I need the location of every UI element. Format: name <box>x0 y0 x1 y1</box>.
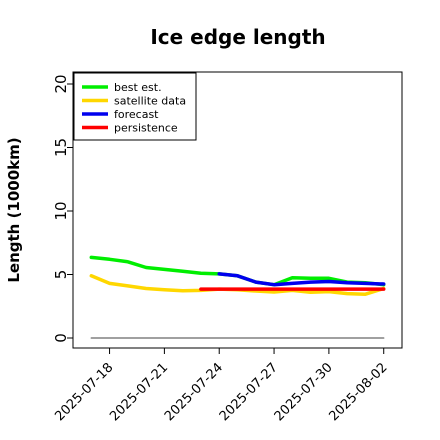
legend-entry-label: forecast <box>114 108 159 121</box>
legend: best est.satellite dataforecastpersisten… <box>73 72 197 141</box>
x-tick-label: 2025-08-02 <box>327 360 391 424</box>
legend-entry-label: satellite data <box>114 95 186 108</box>
y-axis-label: Length (1000km) <box>5 137 23 282</box>
y-tick-label: 0 <box>52 333 70 343</box>
y-tick-label: 20 <box>52 74 70 93</box>
legend-entry-label: best est. <box>114 81 162 94</box>
chart-title: Ice edge length <box>150 25 325 49</box>
series-line-forecast <box>217 272 386 287</box>
y-tick-label: 10 <box>52 201 70 220</box>
plot-frame <box>72 71 403 349</box>
x-tick-label: 2025-07-21 <box>107 360 171 424</box>
x-tick-label: 2025-07-30 <box>272 360 336 424</box>
y-tick-label: 15 <box>52 138 70 157</box>
series-line-satellite-data <box>89 274 386 296</box>
y-tick-label: 5 <box>52 270 70 280</box>
legend-entry-label: persistence <box>114 122 178 135</box>
